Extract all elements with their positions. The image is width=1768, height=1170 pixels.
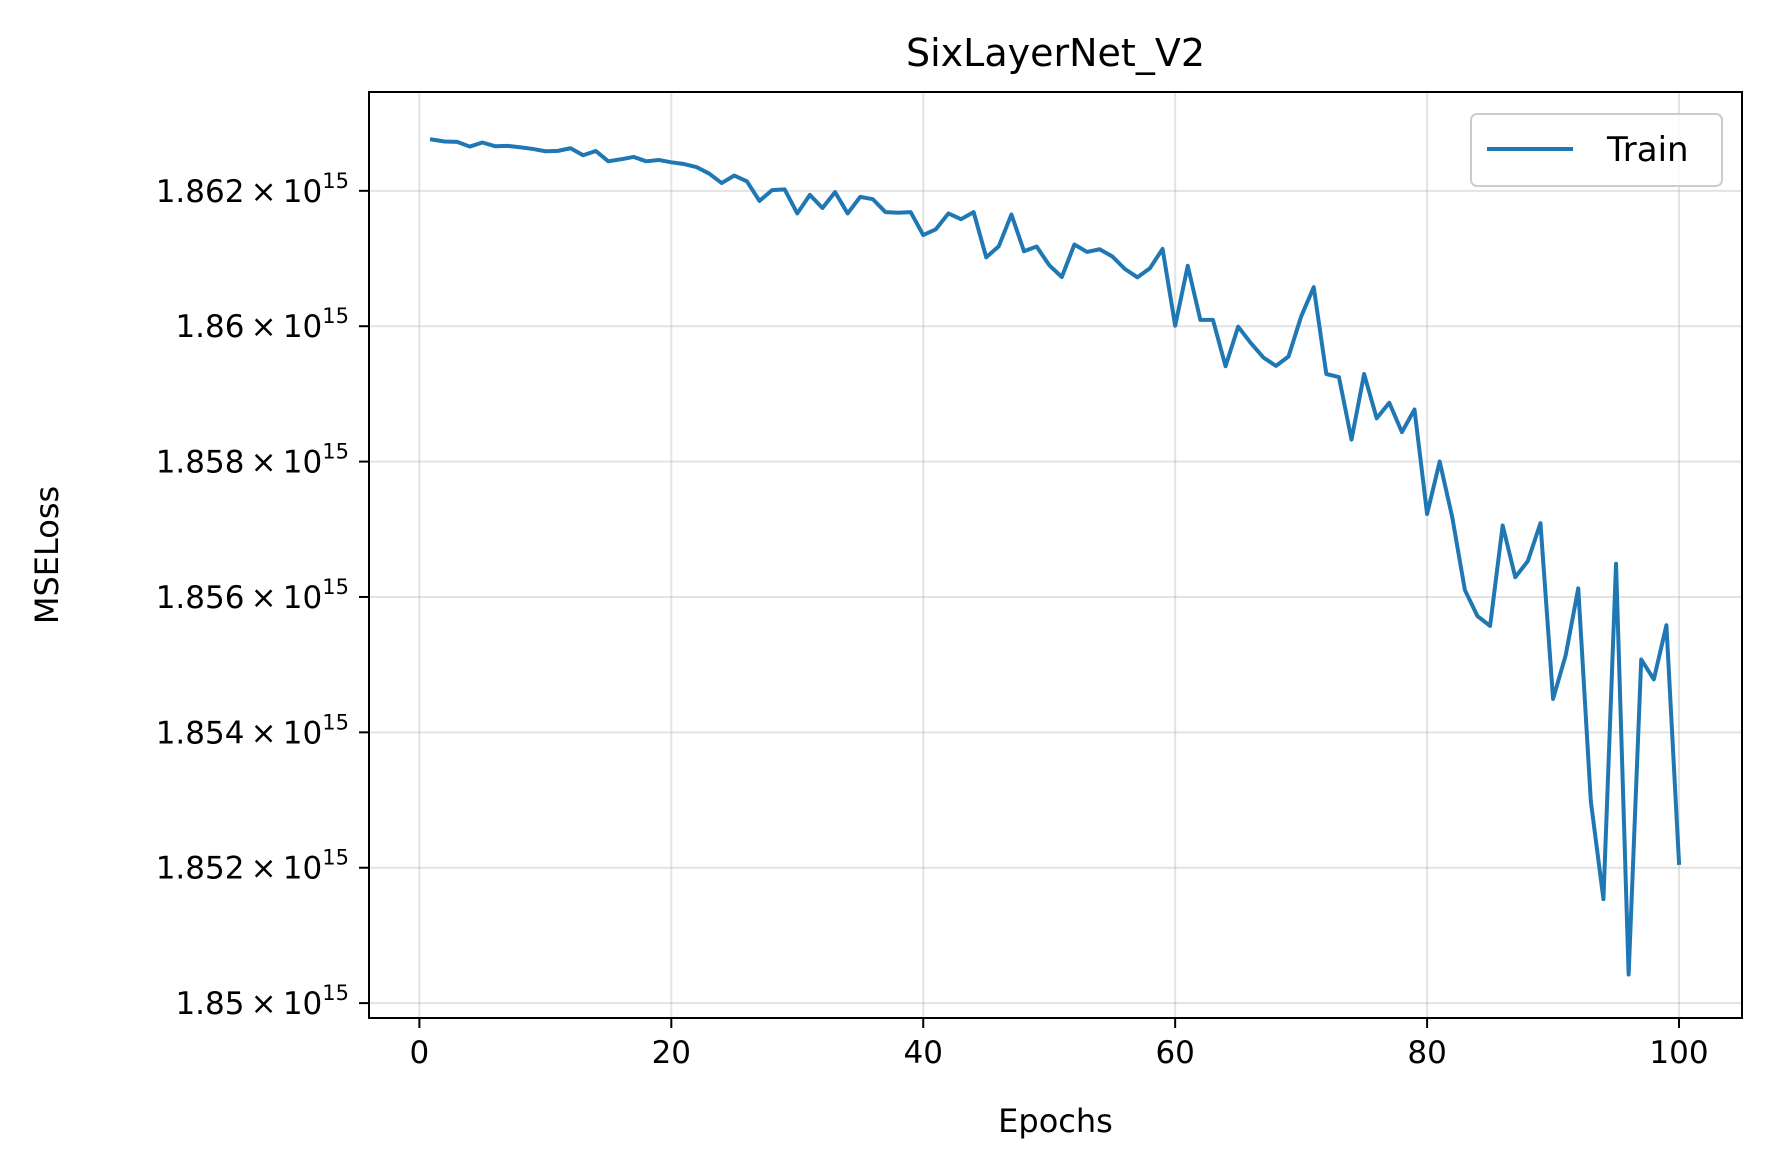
- y-tick-label: 1.85 × 1015: [175, 981, 349, 1022]
- y-axis-ticks: 1.85 × 1015 1.852 × 1015 1.854 × 1015 1.856…: [156, 169, 369, 1022]
- y-tick-label: 1.86 × 1015: [175, 304, 349, 345]
- legend: Train: [1470, 113, 1723, 187]
- y-tick-label: 1.856 × 1015: [156, 575, 349, 616]
- axes-frame: [368, 91, 1743, 1019]
- x-tick-label: 100: [1649, 1035, 1708, 1071]
- x-axis-ticks: 0 20 40 60 80 100: [410, 1018, 1709, 1071]
- x-tick-label: 60: [1155, 1035, 1194, 1071]
- x-tick-label: 80: [1407, 1035, 1446, 1071]
- legend-label-train: Train: [1606, 130, 1689, 170]
- x-tick-label: 0: [410, 1035, 430, 1071]
- x-tick-label: 40: [904, 1035, 943, 1071]
- chart-title: SixLayerNet_V2: [906, 31, 1205, 75]
- plot-area-lines: [429, 137, 1682, 977]
- y-tick-label: 1.852 × 1015: [156, 846, 349, 887]
- y-axis-label: MSELoss: [28, 486, 66, 624]
- grid-lines: [369, 92, 1742, 1018]
- y-tick-label: 1.862 × 1015: [156, 169, 349, 210]
- y-tick-label: 1.858 × 1015: [156, 440, 349, 481]
- y-tick-label: 1.854 × 1015: [156, 710, 349, 751]
- legend-box: [1470, 113, 1723, 187]
- x-tick-label: 20: [652, 1035, 691, 1071]
- x-axis-label: Epochs: [998, 1102, 1113, 1140]
- series-line-train: [429, 137, 1682, 977]
